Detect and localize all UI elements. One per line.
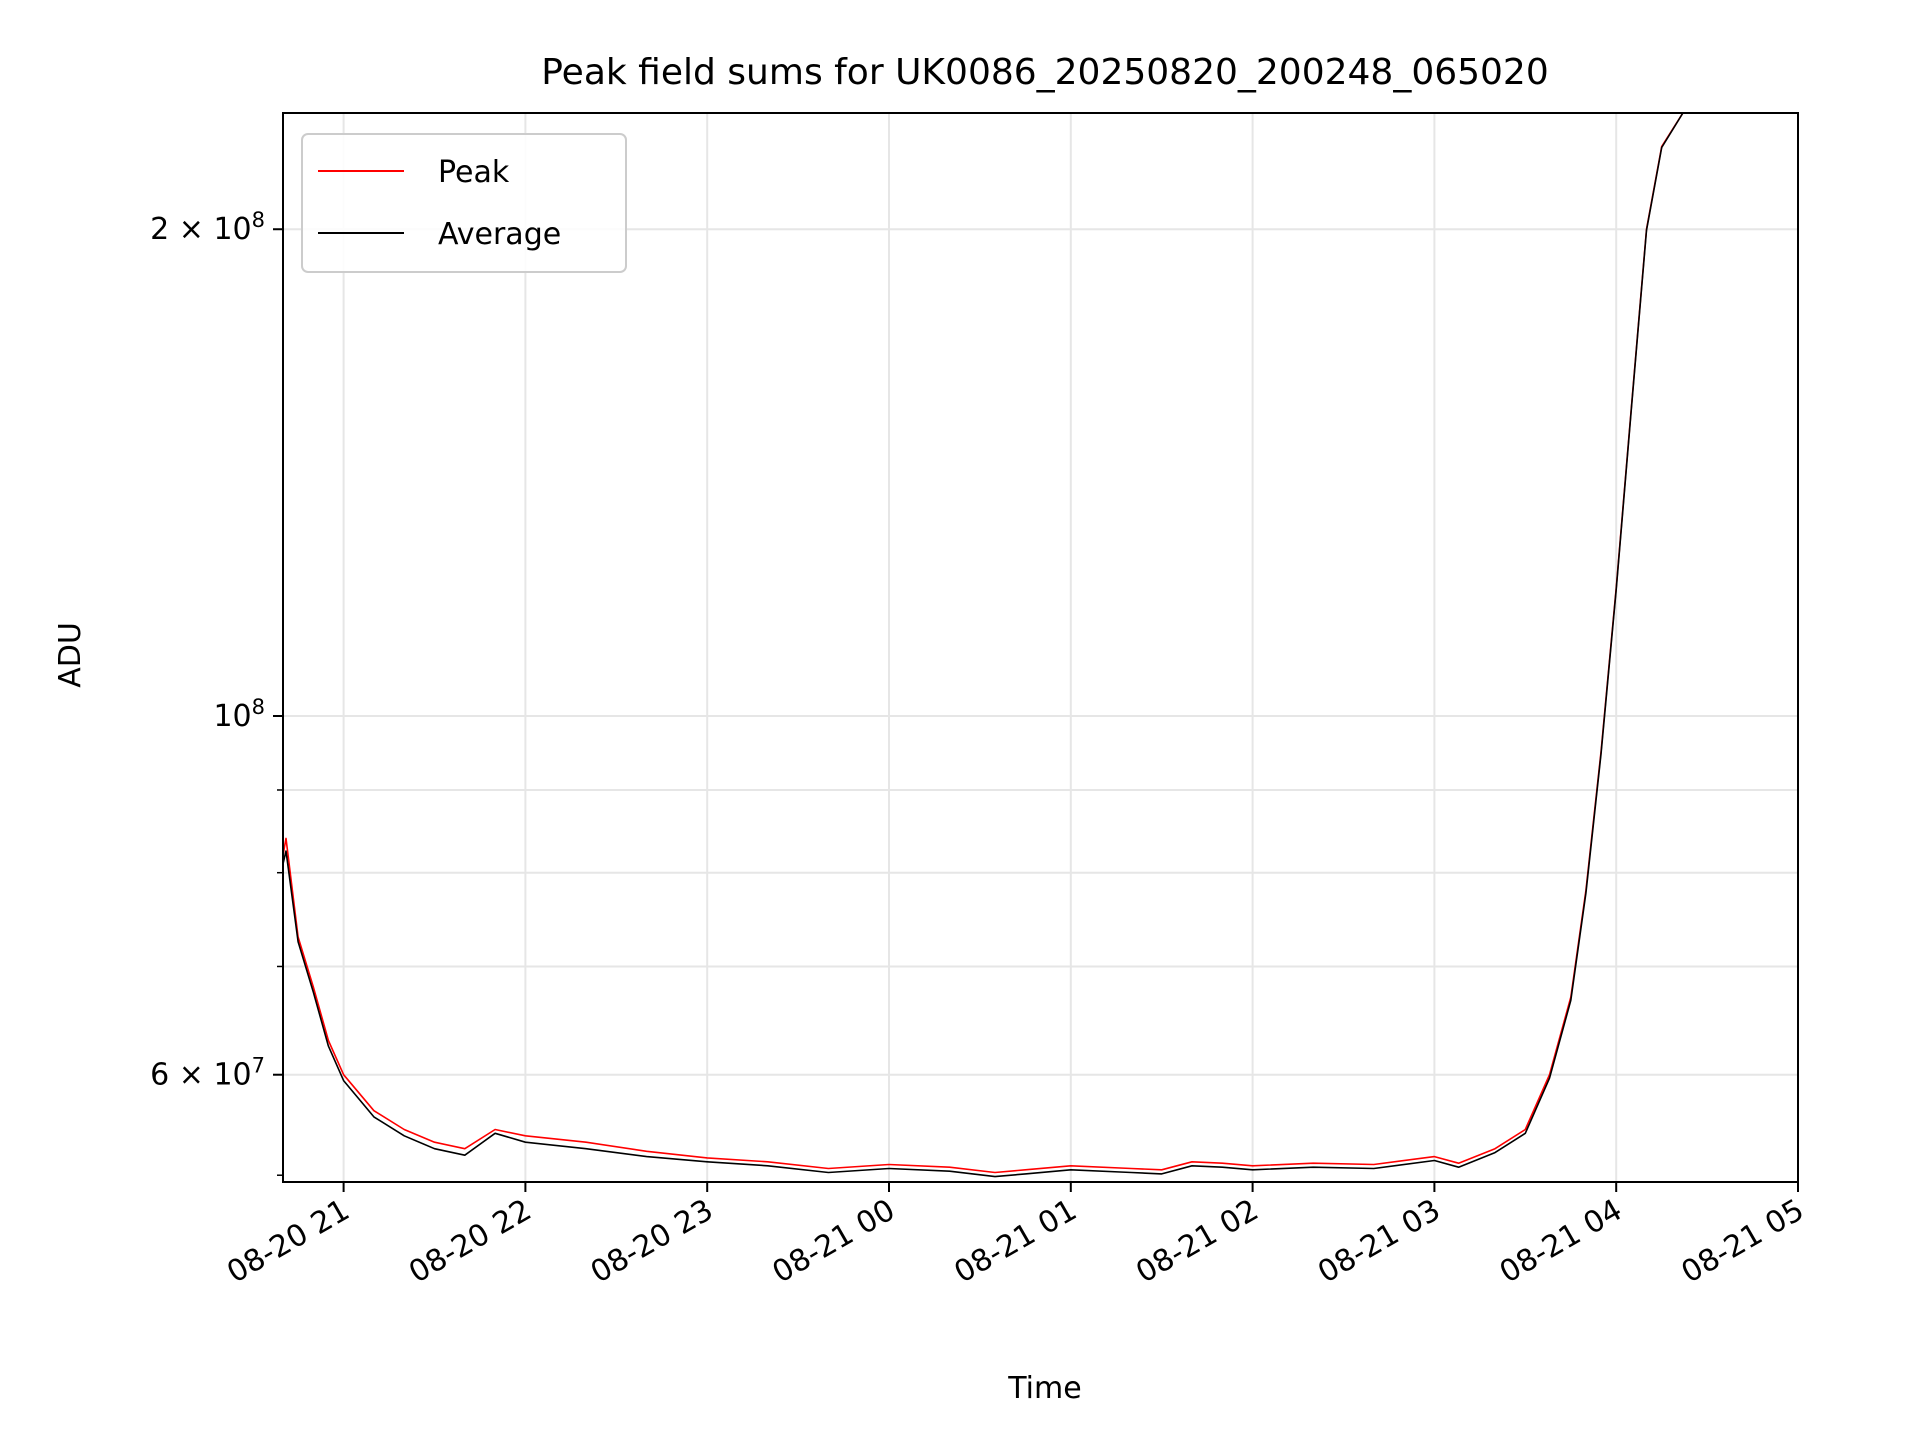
legend-box <box>301 133 627 273</box>
x-axis-label: Time <box>1007 1371 1081 1406</box>
y-tick-label: 108 <box>213 695 265 734</box>
legend-average-label: Average <box>438 217 561 252</box>
plot-frame <box>282 112 1799 1183</box>
chart-title: Peak field sums for UK0086_20250820_2002… <box>541 52 1549 93</box>
legend: Peak Average <box>301 133 627 273</box>
y-tick-label: 6 × 107 <box>150 1054 265 1093</box>
y-tick-label: 2 × 108 <box>150 208 265 247</box>
series-line-average <box>283 113 1684 1178</box>
legend-peak-label: Peak <box>438 155 510 190</box>
y-axis-label: ADU <box>53 622 88 688</box>
series-layer <box>283 113 1684 1178</box>
